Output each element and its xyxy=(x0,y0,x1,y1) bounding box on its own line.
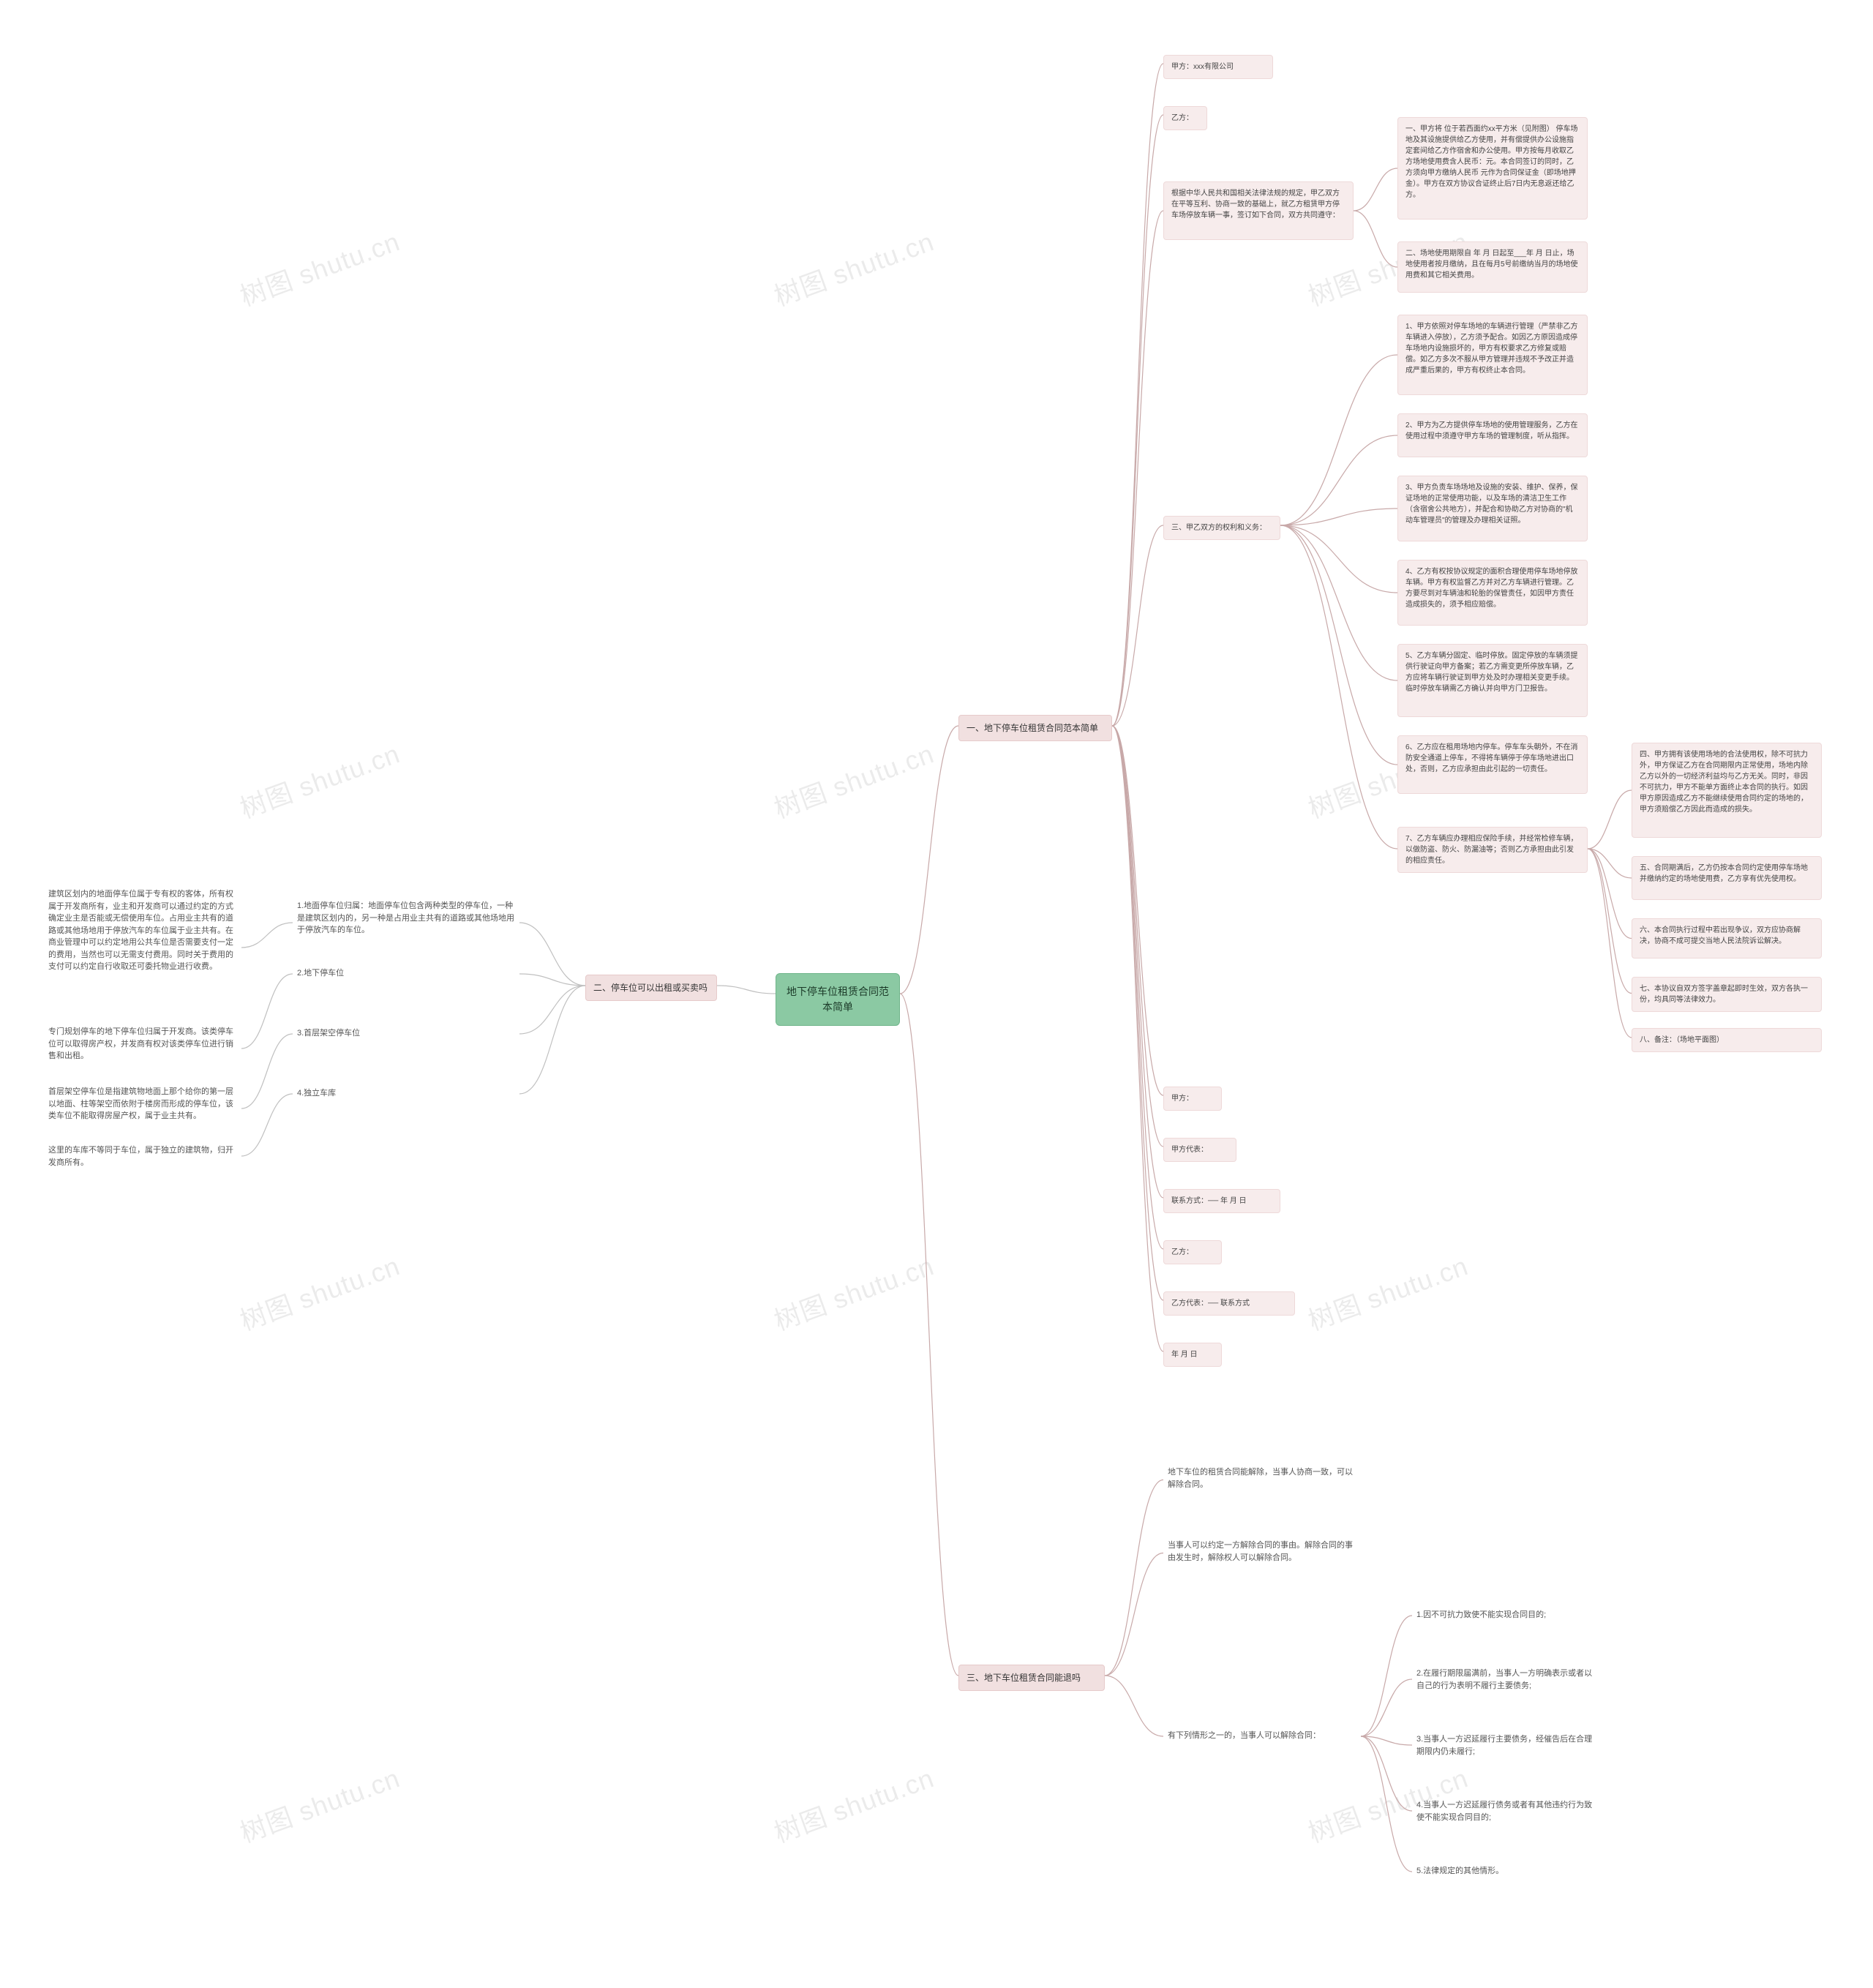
s1-right-4: 4、乙方有权按协议规定的面积合理使用停车场地停放车辆。甲方有权监督乙方并对乙方车… xyxy=(1397,560,1588,626)
s1-right-3: 3、甲方负责车场场地及设施的安装、维护、保养，保证场地的正常使用功能，以及车场的… xyxy=(1397,476,1588,541)
s1-item-6: 六、本合同执行过程中若出现争议，双方应协商解决，协商不成可提交当地人民法院诉讼解… xyxy=(1632,918,1822,959)
s1-party-b: 乙方： xyxy=(1163,106,1207,130)
root-node[interactable]: 地下停车位租赁合同范本简单 xyxy=(776,973,900,1026)
watermark: 树图 shutu.cn xyxy=(234,221,405,314)
s1-clause-1: 一、甲方将 位于若西面约xx平方米（见附图） 停车场地及其设施提供给乙方使用，并… xyxy=(1397,117,1588,220)
s1-sig-party-b: 乙方： xyxy=(1163,1240,1222,1264)
s1-right-7: 7、乙方车辆应办理相应保险手续，并经常检修车辆，以做防盗、防火、防漏油等；否则乙… xyxy=(1397,827,1588,873)
s1-item-7: 七、本协议自双方签字盖章起即时生效，双方各执一份，均具同等法律效力。 xyxy=(1632,977,1822,1012)
s2-type-underground[interactable]: 2.地下停车位 xyxy=(293,964,519,983)
s1-right-5: 5、乙方车辆分固定、临时停放。固定停放的车辆须提供行驶证向甲方备案；若乙方需变更… xyxy=(1397,644,1588,717)
s2-type-underground-note: 专门规划停车的地下停车位归属于开发商。该类停车位可以取得房产权，并发商有权对该类… xyxy=(44,1023,241,1074)
s1-item-5: 五、合同期满后，乙方仍按本合同约定使用停车场地并缴纳约定的场地使用费，乙方享有优… xyxy=(1632,856,1822,900)
watermark: 树图 shutu.cn xyxy=(768,221,939,314)
s1-sig-party-a-rep: 甲方代表： xyxy=(1163,1138,1236,1162)
s1-item-8: 八、备注：（场地平面图） xyxy=(1632,1028,1822,1052)
s2-type-surface[interactable]: 1.地面停车位归属：地面停车位包含两种类型的停车位，一种是建筑区划内的，另一种是… xyxy=(293,897,519,948)
s1-sig-date: 年 月 日 xyxy=(1163,1343,1222,1367)
s3-reason-3: 3.当事人一方迟延履行主要债务，经催告后在合理期限内仍未履行; xyxy=(1412,1730,1602,1760)
mindmap-canvas: 树图 shutu.cn 树图 shutu.cn 树图 shutu.cn 树图 s… xyxy=(0,0,1873,1988)
s1-right-1: 1、甲方依照对停车场地的车辆进行管理（严禁非乙方车辆进入停放），乙方须予配合。如… xyxy=(1397,315,1588,395)
section-lease-cancel[interactable]: 三、地下车位租赁合同能退吗 xyxy=(958,1665,1105,1691)
watermark: 树图 shutu.cn xyxy=(768,1758,939,1850)
s1-sig-party-b-rep: 乙方代表：── 联系方式 xyxy=(1163,1291,1295,1316)
s3-reason-4: 4.当事人一方迟延履行债务或者有其他违约行为致使不能实现合同目的; xyxy=(1412,1796,1602,1826)
s3-para-2: 当事人可以约定一方解除合同的事由。解除合同的事由发生时，解除权人可以解除合同。 xyxy=(1163,1537,1361,1569)
s2-type-stilt-note: 首层架空停车位是指建筑物地面上那个给你的第一层以地面、柱等架空而依附于楼房而形成… xyxy=(44,1083,241,1134)
s1-item-4: 四、甲方拥有该使用场地的合法使用权，除不可抗力外，甲方保证乙方在合同期限内正常使… xyxy=(1632,743,1822,838)
s1-party-a: 甲方：xxx有限公司 xyxy=(1163,55,1273,79)
watermark: 树图 shutu.cn xyxy=(234,733,405,826)
s3-reason-5: 5.法律规定的其他情形。 xyxy=(1412,1862,1602,1881)
s2-type-stilt[interactable]: 3.首层架空停车位 xyxy=(293,1024,519,1043)
watermark: 树图 shutu.cn xyxy=(234,1245,405,1338)
s3-reason-2: 2.在履行期限届满前，当事人一方明确表示或者以自己的行为表明不履行主要债务; xyxy=(1412,1665,1602,1695)
s2-intro-note: 建筑区划内的地面停车位属于专有权的客体，所有权属于开发商所有，业主和开发商可以通… xyxy=(44,885,241,1010)
s2-type-garage[interactable]: 4.独立车库 xyxy=(293,1084,519,1103)
section-parking-sale[interactable]: 二、停车位可以出租或买卖吗 xyxy=(585,975,717,1001)
s1-preamble: 根据中华人民共和国相关法律法规的规定，甲乙双方在平等互利、协商一致的基础上，就乙… xyxy=(1163,181,1354,240)
section-lease-template[interactable]: 一、地下停车位租赁合同范本简单 xyxy=(958,715,1112,741)
s1-sig-party-a: 甲方： xyxy=(1163,1087,1222,1111)
s1-rights-title: 三、甲乙双方的权利和义务： xyxy=(1163,516,1280,540)
watermark: 树图 shutu.cn xyxy=(234,1758,405,1850)
watermark: 树图 shutu.cn xyxy=(768,1245,939,1338)
s3-para-1: 地下车位的租赁合同能解除，当事人协商一致，可以解除合同。 xyxy=(1163,1463,1361,1496)
s2-type-garage-note: 这里的车库不等同于车位，属于独立的建筑物，归开发商所有。 xyxy=(44,1141,241,1171)
s1-right-6: 6、乙方应在租用场地内停车。停车车头朝外，不在消防安全通道上停车，不得将车辆停于… xyxy=(1397,735,1588,794)
s3-reason-1: 1.因不可抗力致使不能实现合同目的; xyxy=(1412,1606,1602,1625)
s1-sig-contact: 联系方式：── 年 月 日 xyxy=(1163,1189,1280,1213)
watermark: 树图 shutu.cn xyxy=(768,733,939,826)
s1-right-2: 2、甲方为乙方提供停车场地的使用管理服务，乙方在使用过程中须遵守甲方车场的管理制… xyxy=(1397,413,1588,457)
s3-para-3: 有下列情形之一的，当事人可以解除合同： xyxy=(1163,1727,1361,1746)
watermark: 树图 shutu.cn xyxy=(1302,1245,1473,1338)
s1-clause-2: 二、场地使用期限自 年 月 日起至___年 月 日止，场地使用者按月缴纳，且在每… xyxy=(1397,241,1588,293)
